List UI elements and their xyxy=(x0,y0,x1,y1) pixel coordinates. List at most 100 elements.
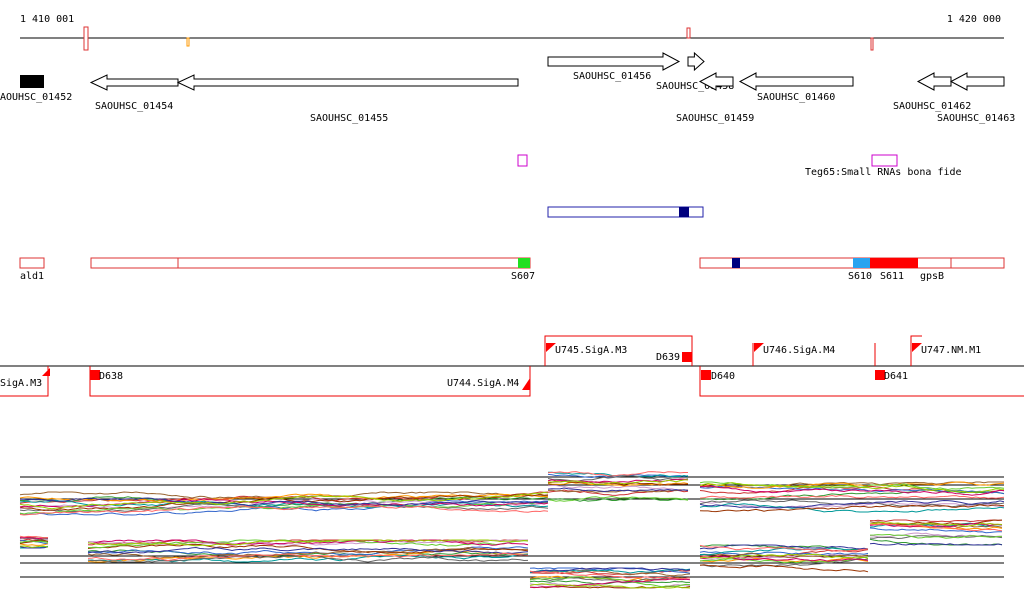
expression-curve xyxy=(699,504,1005,513)
expression-curve xyxy=(869,533,1003,539)
expression-curve xyxy=(699,499,1005,508)
expression-curve xyxy=(548,479,688,485)
expression-curve xyxy=(87,546,529,559)
feature-block xyxy=(518,258,530,268)
gene-arrow xyxy=(949,72,1005,91)
feature-label: S611 xyxy=(880,271,904,282)
expression-curve xyxy=(547,473,689,479)
gene-label: SAOUHSC_01454 xyxy=(95,101,173,112)
expression-curve xyxy=(19,493,549,512)
expression-curve xyxy=(529,567,691,574)
gene-label: SAOUHSC_01459 xyxy=(676,113,754,124)
expression-curve xyxy=(19,505,549,516)
operon-label: D639 xyxy=(656,352,680,363)
gene-arrow xyxy=(547,52,681,71)
expression-curve xyxy=(529,583,691,589)
expression-curve xyxy=(19,546,49,549)
expression-curve xyxy=(19,536,49,541)
expression-curve xyxy=(87,543,529,554)
expression-curve xyxy=(869,542,1003,546)
expression-curve xyxy=(699,481,1005,489)
gene-arrow xyxy=(89,74,179,91)
gene-label: SAOUHSC_01455 xyxy=(310,113,388,124)
blue-feature xyxy=(547,206,704,218)
blue-block xyxy=(679,207,689,217)
expression-curve xyxy=(699,564,869,573)
feature-label: gpsB xyxy=(920,271,944,282)
expression-curve xyxy=(87,539,529,546)
marker xyxy=(83,26,89,51)
expression-curve xyxy=(699,552,869,559)
operon-label: D641 xyxy=(884,371,908,382)
expression-curve xyxy=(699,553,869,559)
operon-label: D640 xyxy=(711,371,735,382)
expression-curve xyxy=(87,539,529,547)
expression-curve xyxy=(699,499,1005,509)
operon-label: U747.NM.M1 xyxy=(921,345,981,356)
expression-curve xyxy=(529,576,691,583)
expression-baselines xyxy=(20,476,1004,578)
marker xyxy=(186,37,190,47)
expression-curve xyxy=(19,543,49,546)
gene-label: SAOUHSC_01463 xyxy=(937,113,1015,124)
expression-curve xyxy=(529,578,691,588)
expression-curve xyxy=(699,557,869,563)
expression-curve xyxy=(87,552,529,562)
expression-curve xyxy=(547,497,689,502)
expression-curve xyxy=(87,539,528,546)
feature-block xyxy=(870,258,918,268)
feature-label: S607 xyxy=(511,271,535,282)
expression-curve xyxy=(547,487,689,493)
expression-curve xyxy=(699,550,869,556)
expression-curve xyxy=(869,527,1003,534)
marker xyxy=(870,37,874,51)
expression-curve xyxy=(529,570,691,580)
expression-curve xyxy=(19,499,549,516)
operon-label: D638 xyxy=(99,371,123,382)
operon-label: U746.SigA.M4 xyxy=(763,345,835,356)
expression-curve xyxy=(547,489,689,493)
expression-curve xyxy=(699,503,1005,513)
expression-curve xyxy=(20,496,549,508)
marker xyxy=(686,27,691,39)
expression-curve xyxy=(699,544,869,552)
srna-box xyxy=(517,154,528,167)
expression-curve xyxy=(87,546,529,555)
expression-curve xyxy=(529,567,691,573)
gene-arrow xyxy=(916,72,952,91)
expression-curve xyxy=(547,480,689,486)
expression-curve xyxy=(529,569,691,577)
gene-arrow xyxy=(698,72,734,91)
expression-curves xyxy=(19,471,1005,589)
expression-curve xyxy=(699,544,869,550)
expression-curve xyxy=(699,558,869,568)
expression-curve xyxy=(699,500,1005,509)
expression-curve xyxy=(87,549,529,558)
gene-label: SAOUHSC_01462 xyxy=(893,101,971,112)
expression-curve xyxy=(19,498,549,508)
expression-curve xyxy=(869,523,1003,532)
feature-block xyxy=(853,258,870,268)
gene-label: AOUHSC_01452 xyxy=(0,92,72,103)
expression-curve xyxy=(19,535,49,539)
expression-curve xyxy=(87,553,529,563)
expression-curve xyxy=(529,576,691,588)
expression-curve xyxy=(699,494,1005,499)
expression-curve xyxy=(20,497,549,507)
gene-arrow xyxy=(738,72,854,91)
ruler-start: 1 410 001 xyxy=(20,14,74,25)
operon-flags xyxy=(42,343,922,390)
expression-curve xyxy=(547,471,688,477)
expression-curve xyxy=(529,580,690,585)
gene-arrow xyxy=(687,51,705,72)
srna-label: Teg65:Small RNAs bona fide xyxy=(805,167,962,178)
expression-curve xyxy=(87,539,529,549)
expression-curve xyxy=(19,545,49,548)
srna-box xyxy=(871,154,898,167)
expression-curve xyxy=(19,501,549,515)
expression-curve xyxy=(699,555,869,562)
feature-block xyxy=(732,258,740,268)
expression-curve xyxy=(869,519,1003,523)
gene-arrow xyxy=(176,74,519,91)
